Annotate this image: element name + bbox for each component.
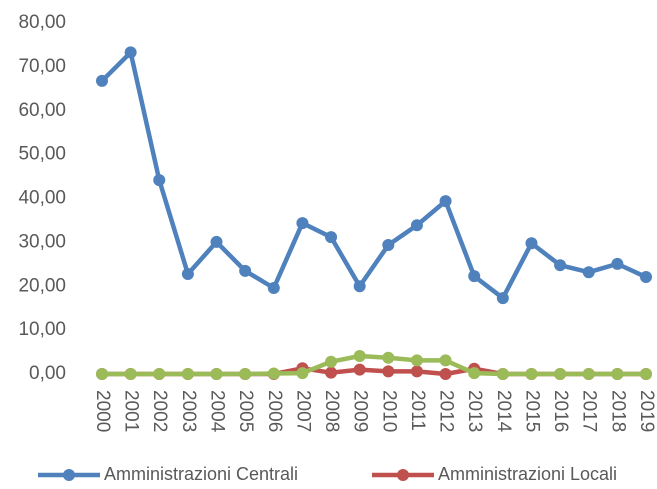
data-point <box>439 354 452 367</box>
x-tick-label: 2003 <box>178 390 199 432</box>
data-point <box>296 217 309 230</box>
series-line <box>100 50 647 301</box>
data-point <box>554 368 567 380</box>
data-point <box>410 354 423 367</box>
x-tick-label: 2015 <box>521 390 542 432</box>
x-tick-label: 2017 <box>579 390 600 432</box>
x-tick-label: 2014 <box>493 390 514 433</box>
data-point <box>325 231 338 244</box>
data-point <box>267 367 280 380</box>
data-point <box>382 351 395 364</box>
data-point <box>353 280 366 293</box>
x-tick-label: 2009 <box>350 390 371 432</box>
data-point <box>210 368 223 380</box>
data-point <box>611 368 624 380</box>
x-tick-label: 2018 <box>607 390 628 432</box>
data-point <box>153 174 166 187</box>
x-tick-label: 2004 <box>207 390 228 433</box>
data-point <box>525 368 538 380</box>
data-point <box>582 368 595 380</box>
data-point <box>496 292 509 305</box>
data-point <box>468 367 481 380</box>
x-tick-label: 2007 <box>292 390 313 432</box>
data-point <box>239 368 252 380</box>
data-point <box>210 235 223 248</box>
y-tick-label: 20,00 <box>18 275 66 296</box>
x-tick-label: 2010 <box>378 390 399 432</box>
y-tick-label: 40,00 <box>18 188 66 209</box>
data-point <box>267 282 280 295</box>
x-tick-label: 2001 <box>121 390 142 432</box>
legend-marker <box>63 469 75 481</box>
legend-label: Amministrazioni Locali <box>438 464 617 484</box>
data-point <box>382 365 395 378</box>
legend: Amministrazioni Centrali Amministrazioni … <box>38 464 617 484</box>
x-tick-label: 2012 <box>436 390 457 432</box>
y-tick-label: 60,00 <box>18 100 66 121</box>
data-point <box>239 264 252 277</box>
data-point <box>439 195 452 208</box>
y-tick-label: 70,00 <box>18 56 66 77</box>
y-tick-label: 80,00 <box>18 12 66 33</box>
x-tick-label: 2006 <box>264 390 285 432</box>
data-point <box>439 368 452 380</box>
data-point <box>124 368 137 380</box>
data-point <box>325 355 338 368</box>
data-point <box>410 219 423 232</box>
data-point <box>640 271 652 284</box>
x-tick-label: 2002 <box>149 390 170 432</box>
data-point <box>611 257 624 270</box>
data-point <box>554 259 567 272</box>
data-point <box>410 365 423 378</box>
x-tick-label: 2000 <box>92 390 113 432</box>
y-tick-label: 50,00 <box>18 144 66 165</box>
data-point <box>353 350 366 363</box>
y-tick-label: 30,00 <box>18 231 66 252</box>
x-tick-label: 2005 <box>235 390 256 432</box>
legend-label: Amministrazioni Centrali <box>104 464 298 484</box>
y-tick-label: 10,00 <box>18 319 66 340</box>
x-tick-label: 2008 <box>321 390 342 432</box>
x-tick-label: 2013 <box>464 390 485 432</box>
data-point <box>353 363 366 376</box>
data-point <box>124 46 137 59</box>
y-tick-label: 0,00 <box>29 363 66 384</box>
data-point <box>181 368 194 380</box>
data-point <box>496 368 509 380</box>
data-point <box>181 267 194 280</box>
data-point <box>582 266 595 279</box>
legend-marker <box>397 469 409 481</box>
data-point <box>640 368 652 380</box>
data-point <box>96 74 108 87</box>
x-tick-label: 2011 <box>407 390 428 431</box>
x-tick-label: 2016 <box>550 390 571 432</box>
data-point <box>296 367 309 380</box>
data-point <box>96 368 108 380</box>
data-point <box>325 366 338 379</box>
data-point <box>525 237 538 250</box>
x-tick-label: 2019 <box>636 390 657 432</box>
data-point <box>468 270 481 283</box>
data-point <box>382 239 395 252</box>
data-point <box>153 368 166 380</box>
